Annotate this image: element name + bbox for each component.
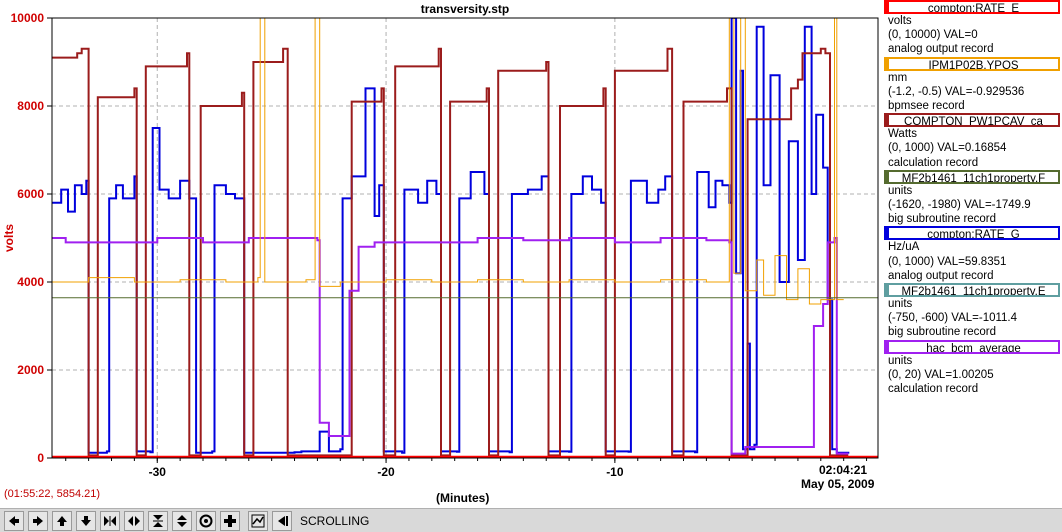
legend: compton:RATE_E volts (0, 10000) VAL=0 analo… bbox=[884, 0, 1062, 396]
legend-entry[interactable]: hac_bcm_average units (0, 20) VAL=1.00205 c… bbox=[884, 339, 1062, 397]
legend-entry-units: Hz/uA bbox=[888, 241, 920, 254]
target-button[interactable] bbox=[196, 510, 216, 531]
zoom-in-x-button[interactable] bbox=[100, 510, 120, 531]
legend-entry-units: units bbox=[888, 184, 913, 197]
chart-plot[interactable]: 0 2000 4000 6000 8000 10000 -30 -20 -10 transvers… bbox=[0, 0, 1062, 508]
coordinate-readout: (01:55:22, 5854.21) bbox=[4, 488, 101, 500]
legend-entry-range: (-1620, -1980) VAL=-1749.9 bbox=[888, 199, 1031, 212]
crosshair-button[interactable] bbox=[220, 510, 240, 531]
legend-entry-rtype: calculation record bbox=[888, 156, 979, 169]
arrow-left-icon bbox=[9, 515, 19, 526]
zoom-out-y-button[interactable] bbox=[172, 510, 192, 531]
legend-entry-rtype: big subroutine record bbox=[888, 213, 997, 226]
y-tick-label: 10000 bbox=[11, 11, 45, 25]
legend-entry[interactable]: compton:RATE_G Hz/uA (0, 1000) VAL=59.8351… bbox=[884, 226, 1062, 283]
zoom-out-y-icon bbox=[177, 514, 187, 527]
series-line-ipm1p02b-ypos bbox=[52, 18, 844, 305]
legend-entry[interactable]: MF2b1461_11ch1property.E units (-750, -600… bbox=[884, 283, 1062, 340]
arrow-up-icon bbox=[57, 515, 67, 526]
legend-entry[interactable]: compton:RATE_E volts (0, 10000) VAL=0 analo… bbox=[884, 0, 1062, 57]
legend-entry-range: (0, 1000) VAL=0.16854 bbox=[888, 142, 1007, 155]
legend-entry-units: volts bbox=[888, 15, 912, 27]
y-tick-label: 0 bbox=[37, 451, 44, 465]
legend-entry-name: IPM1P02B.YPOS bbox=[884, 56, 1060, 71]
legend-entry-rtype: calculation record bbox=[888, 383, 979, 396]
toolbar: SCROLLING bbox=[0, 508, 1062, 532]
x-tick-label: -30 bbox=[149, 465, 167, 479]
legend-entry-name: MF2b1461_11ch1property.F bbox=[884, 169, 1060, 184]
zoom-in-y-icon bbox=[153, 514, 163, 527]
x-axis-label: (Minutes) bbox=[436, 491, 490, 505]
y-axis-label: volts bbox=[2, 224, 16, 252]
scroll-up-button[interactable] bbox=[52, 510, 72, 531]
scroll-right-button[interactable] bbox=[28, 510, 48, 531]
legend-entry-range: (0, 1000) VAL=59.8351 bbox=[888, 255, 1007, 268]
y-tick-label: 6000 bbox=[17, 187, 44, 201]
series-line-hac-bcm-average bbox=[52, 237, 849, 455]
legend-entry-rtype: analog output record bbox=[888, 269, 994, 282]
zoom-in-x-icon bbox=[104, 515, 116, 526]
legend-entry-name: hac_bcm_average bbox=[884, 339, 1060, 354]
y-tick-label: 2000 bbox=[17, 363, 44, 377]
legend-entry-name: MF2b1461_11ch1property.E bbox=[884, 283, 1060, 298]
chart-title: transversity.stp bbox=[421, 2, 509, 16]
series-line-compton-rate-g bbox=[52, 18, 850, 454]
legend-entry-range: (0, 10000) VAL=0 bbox=[888, 29, 978, 42]
series-group bbox=[52, 18, 878, 458]
x-tick-label: -10 bbox=[606, 465, 624, 479]
legend-entry[interactable]: COMPTON_PW1PCAV_ca Watts (0, 1000) VAL=0.1… bbox=[884, 113, 1062, 170]
arrow-right-icon bbox=[33, 515, 43, 526]
legend-entry-range: (-750, -600) VAL=-1011.4 bbox=[888, 312, 1018, 325]
scroll-left-button[interactable] bbox=[4, 510, 24, 531]
legend-entry-units: units bbox=[888, 298, 913, 311]
zoom-in-y-button[interactable] bbox=[148, 510, 168, 531]
end-date-label: May 05, 2009 bbox=[801, 477, 875, 491]
zoom-out-x-icon bbox=[128, 515, 140, 526]
legend-entry-units: mm bbox=[888, 71, 908, 84]
arrow-down-icon bbox=[81, 515, 91, 526]
autoscale-icon bbox=[251, 514, 265, 527]
autoscale-button[interactable] bbox=[248, 510, 268, 531]
legend-entry-range: (0, 20) VAL=1.00205 bbox=[888, 368, 994, 381]
mode-label: SCROLLING bbox=[300, 513, 370, 528]
y-tick-label: 8000 bbox=[17, 99, 44, 113]
target-icon bbox=[199, 514, 213, 527]
legend-entry[interactable]: IPM1P02B.YPOS mm (-1.2, -0.5) VAL=-0.92953… bbox=[884, 56, 1062, 114]
legend-entry[interactable]: MF2b1461_11ch1property.F units (-1620, -19… bbox=[884, 169, 1062, 227]
scroll-down-button[interactable] bbox=[76, 510, 96, 531]
crosshair-icon bbox=[224, 514, 236, 527]
zoom-out-x-button[interactable] bbox=[124, 510, 144, 531]
back-to-end-button[interactable] bbox=[272, 510, 292, 531]
x-tick-label: -20 bbox=[377, 465, 395, 479]
legend-entry-name: compton:RATE_G bbox=[884, 226, 1060, 241]
plot-border bbox=[51, 17, 879, 459]
legend-entry-rtype: analog output record bbox=[888, 43, 994, 56]
legend-entry-name: COMPTON_PW1PCAV_ca bbox=[884, 113, 1060, 128]
legend-entry-rtype: big subroutine record bbox=[888, 326, 997, 339]
y-tick-label: 4000 bbox=[17, 275, 44, 289]
legend-entry-units: units bbox=[888, 354, 913, 367]
legend-entry-units: Watts bbox=[888, 128, 917, 141]
legend-entry-name: compton:RATE_E bbox=[884, 0, 1060, 14]
back-to-end-icon bbox=[278, 515, 288, 526]
legend-entry-rtype: bpmsee record bbox=[888, 100, 965, 113]
end-time-label: 02:04:21 bbox=[819, 463, 868, 477]
legend-entry-range: (-1.2, -0.5) VAL=-0.929536 bbox=[888, 85, 1025, 98]
